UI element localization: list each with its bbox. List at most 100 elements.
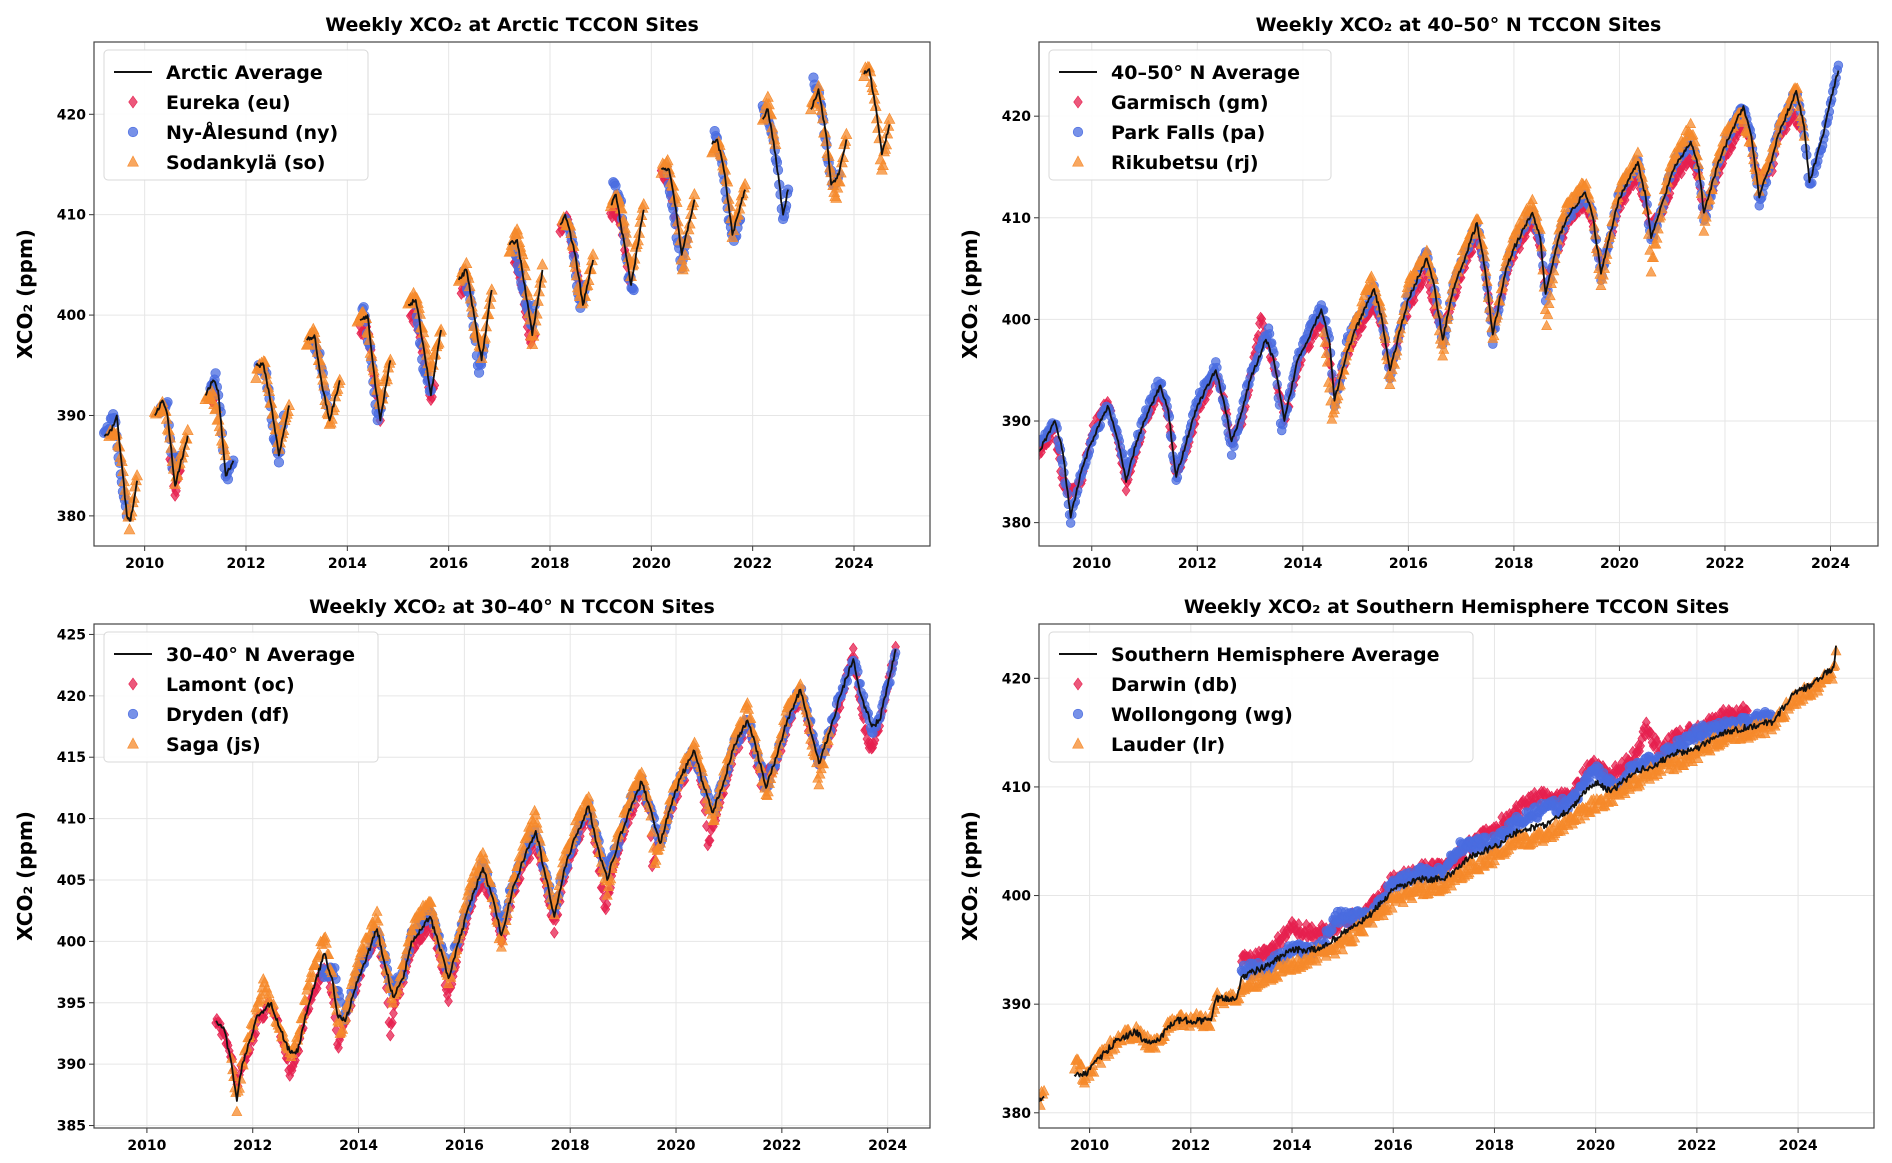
x-tick-label: 2024 <box>868 1138 907 1154</box>
data-point <box>1544 289 1556 301</box>
data-point <box>1651 232 1663 243</box>
data-point <box>1058 459 1068 469</box>
data-point <box>1330 398 1342 409</box>
data-point <box>214 424 227 436</box>
legend-marker-swatch <box>1072 155 1084 167</box>
data-point <box>222 474 234 485</box>
legend-site-label: Park Falls (pa) <box>1111 122 1265 144</box>
average-line <box>407 298 442 397</box>
x-tick-label: 2020 <box>632 556 671 572</box>
x-tick-label: 2012 <box>1171 1138 1210 1154</box>
data-point <box>300 994 312 1006</box>
data-point <box>1543 297 1555 309</box>
x-tick-label: 2010 <box>125 556 164 572</box>
data-point <box>708 814 720 825</box>
legend <box>1048 49 1332 181</box>
legend-site-label: Eureka (eu) <box>166 92 291 114</box>
legend-site-label: Ny-Ålesund (ny) <box>166 120 338 144</box>
y-tick-label: 405 <box>57 873 86 889</box>
data-point <box>602 898 612 911</box>
data-point <box>783 184 794 195</box>
data-point <box>769 137 782 149</box>
y-tick-label: 390 <box>57 1057 86 1073</box>
average-line <box>810 88 848 186</box>
y-tick-label: 410 <box>57 208 86 224</box>
data-point <box>1226 450 1237 460</box>
legend-marker-swatch <box>1073 95 1083 109</box>
data-point <box>372 915 384 926</box>
y-tick-label: 400 <box>1002 889 1031 905</box>
x-tick-label: 2018 <box>551 1138 590 1154</box>
data-point <box>1065 518 1076 528</box>
data-point <box>384 353 397 365</box>
data-point <box>283 398 295 410</box>
data-point <box>443 977 454 989</box>
data-point <box>1329 403 1340 414</box>
chart-title: Weekly XCO₂ at 30–40° N TCCON Sites <box>309 596 715 618</box>
data-point <box>407 925 419 936</box>
data-layer <box>211 640 901 1116</box>
data-point <box>435 323 447 335</box>
y-tick-label: 380 <box>1002 516 1031 532</box>
data-point <box>743 703 755 714</box>
data-point <box>353 958 365 969</box>
data-point <box>314 947 325 959</box>
y-tick-label: 420 <box>1002 671 1031 687</box>
data-point <box>207 388 219 400</box>
x-tick-label: 2020 <box>657 1138 696 1154</box>
data-point <box>530 808 542 820</box>
data-point <box>479 853 491 864</box>
data-point <box>1542 308 1554 319</box>
data-point <box>228 455 239 466</box>
data-point <box>526 337 539 349</box>
x-tick-label: 2010 <box>127 1138 166 1154</box>
data-point <box>120 489 133 501</box>
average-line <box>154 399 189 487</box>
data-point <box>504 244 517 257</box>
data-point <box>1229 441 1239 452</box>
y-axis-label: XCO₂ (ppm) <box>13 811 37 941</box>
x-tick-label: 2024 <box>1779 1138 1818 1154</box>
data-point <box>726 230 739 242</box>
data-point <box>334 1041 343 1054</box>
data-point <box>1689 136 1701 147</box>
average-line <box>610 193 645 286</box>
data-point <box>688 187 701 200</box>
data-point <box>1121 484 1131 497</box>
data-point <box>601 889 613 900</box>
data-point <box>1700 211 1712 222</box>
data-point <box>1645 266 1657 277</box>
data-point <box>1438 343 1450 354</box>
data-point <box>1580 178 1592 189</box>
data-point <box>1526 193 1538 205</box>
data-point <box>1698 225 1710 236</box>
y-tick-label: 410 <box>1002 211 1031 227</box>
y-tick-label: 395 <box>57 996 86 1012</box>
data-point <box>739 177 751 190</box>
data-point <box>527 329 540 341</box>
data-point <box>883 112 896 124</box>
data-point <box>705 834 715 847</box>
x-tick-label: 2022 <box>1705 556 1744 572</box>
x-tick-label: 2012 <box>233 1138 272 1154</box>
data-point <box>1652 223 1664 234</box>
data-point <box>1320 347 1332 358</box>
chart-title: Weekly XCO₂ at 40–50° N TCCON Sites <box>1256 14 1662 36</box>
x-tick-label: 2014 <box>328 556 367 572</box>
average-line <box>457 268 493 362</box>
data-point <box>583 791 595 802</box>
data-point <box>411 918 423 930</box>
data-point <box>1321 356 1333 367</box>
data-point <box>1437 350 1449 361</box>
y-tick-label: 425 <box>57 627 86 643</box>
panel-arctic: 2010 2012 2014 2016 2018 2020 2022 202438039040… <box>13 14 931 572</box>
x-tick-label: 2016 <box>1389 556 1428 572</box>
data-point <box>1595 279 1607 291</box>
average-line <box>359 314 392 422</box>
data-point <box>1326 413 1338 424</box>
average-line <box>508 238 544 337</box>
data-point <box>1421 244 1433 255</box>
legend-marker-swatch <box>127 155 139 167</box>
x-tick-label: 2012 <box>227 556 266 572</box>
data-point <box>1648 251 1659 262</box>
